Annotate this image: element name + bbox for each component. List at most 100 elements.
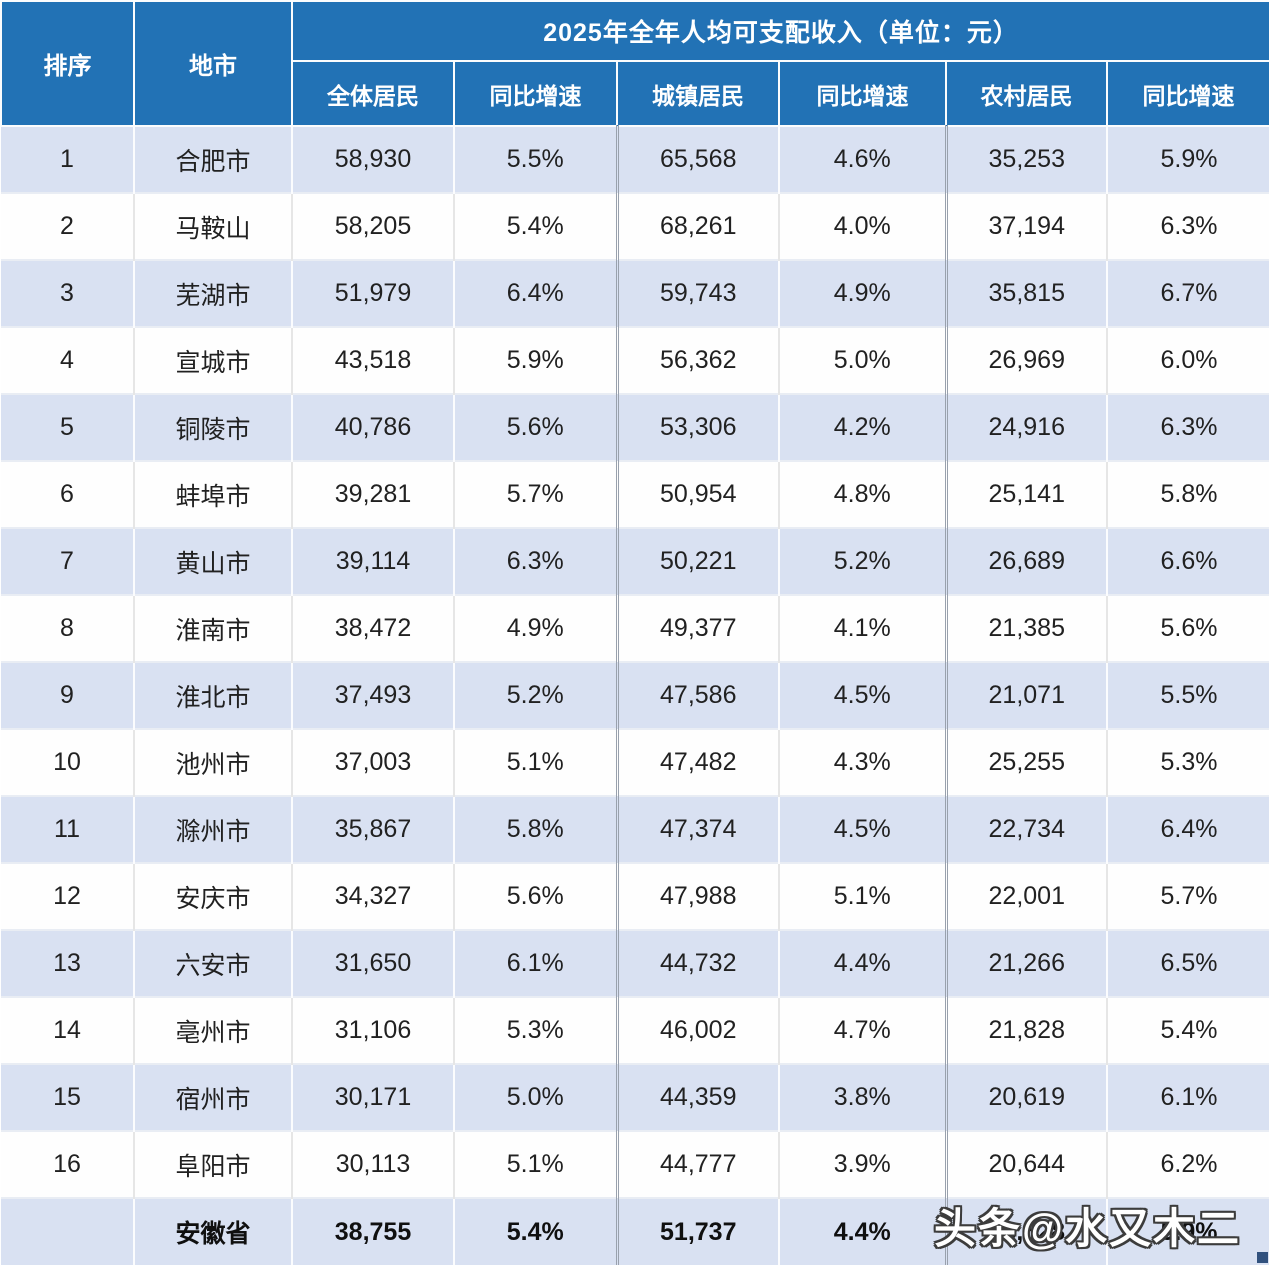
cell-rank: 9	[1, 661, 135, 729]
cell-rural-residents: 37,194	[946, 192, 1108, 260]
cell-urban-residents: 53,306	[617, 393, 780, 461]
cell-rural-residents: 24,916	[946, 393, 1108, 461]
cell-city: 黄山市	[134, 527, 293, 595]
cell-urban-growth: 5.0%	[779, 326, 948, 394]
cell-urban-growth: 4.4%	[779, 1197, 948, 1265]
cell-rural-residents: 21,385	[946, 594, 1108, 662]
selection-handle-icon[interactable]	[1257, 1252, 1268, 1263]
cell-rank	[1, 1197, 135, 1265]
cell-all-growth: 5.5%	[454, 125, 619, 193]
table-row: 14 亳州市 31,106 5.3% 46,002 4.7% 21,828 5.…	[1, 996, 1269, 1064]
cell-urban-growth: 5.1%	[779, 862, 948, 930]
table-row: 5 铜陵市 40,786 5.6% 53,306 4.2% 24,916 6.3…	[1, 393, 1269, 461]
cell-urban-growth: 4.2%	[779, 393, 948, 461]
table-row: 3 芜湖市 51,979 6.4% 59,743 4.9% 35,815 6.7…	[1, 259, 1269, 327]
cell-rank: 7	[1, 527, 135, 595]
cell-urban-growth: 4.5%	[779, 795, 948, 863]
cell-all-growth: 5.7%	[454, 460, 619, 528]
cell-city: 合肥市	[134, 125, 293, 193]
cell-all-growth: 6.3%	[454, 527, 619, 595]
cell-all-residents: 35,867	[292, 795, 455, 863]
cell-rank: 4	[1, 326, 135, 394]
cell-all-growth: 5.4%	[454, 192, 619, 260]
cell-all-growth: 5.0%	[454, 1063, 619, 1131]
cell-all-growth: 5.4%	[454, 1197, 619, 1265]
cell-all-residents: 39,114	[292, 527, 455, 595]
cell-city: 安庆市	[134, 862, 293, 930]
cell-all-growth: 5.6%	[454, 393, 619, 461]
cell-all-growth: 6.1%	[454, 929, 619, 997]
cell-urban-growth: 4.8%	[779, 460, 948, 528]
cell-urban-residents: 56,362	[617, 326, 780, 394]
cell-all-residents: 39,281	[292, 460, 455, 528]
cell-rural-residents: 21,071	[946, 661, 1108, 729]
cell-rural-growth: 6.5%	[1107, 929, 1269, 997]
cell-city: 淮南市	[134, 594, 293, 662]
cell-rank: 11	[1, 795, 135, 863]
cell-city: 滁州市	[134, 795, 293, 863]
cell-rank: 13	[1, 929, 135, 997]
cell-urban-growth: 4.7%	[779, 996, 948, 1064]
cell-all-residents: 30,113	[292, 1130, 455, 1198]
cell-urban-residents: 51,737	[617, 1197, 780, 1265]
cell-rural-growth: 6.7%	[1107, 259, 1269, 327]
table-row: 2 马鞍山 58,205 5.4% 68,261 4.0% 37,194 6.3…	[1, 192, 1269, 260]
cell-rural-residents: 20,619	[946, 1063, 1108, 1131]
cell-rank: 12	[1, 862, 135, 930]
cell-urban-residents: 47,482	[617, 728, 780, 796]
cell-all-residents: 51,979	[292, 259, 455, 327]
cell-rural-growth: 5.4%	[1107, 996, 1269, 1064]
cell-rural-residents: 23,628	[946, 1197, 1108, 1265]
cell-city: 阜阳市	[134, 1130, 293, 1198]
cell-urban-residents: 50,221	[617, 527, 780, 595]
cell-rural-residents: 21,266	[946, 929, 1108, 997]
header-city: 地市	[133, 0, 293, 127]
cell-urban-residents: 68,261	[617, 192, 780, 260]
cell-rank: 2	[1, 192, 135, 260]
cell-rural-residents: 26,689	[946, 527, 1108, 595]
table-row: 1 合肥市 58,930 5.5% 65,568 4.6% 35,253 5.9…	[1, 125, 1269, 193]
cell-all-growth: 5.6%	[454, 862, 619, 930]
cell-all-growth: 5.1%	[454, 728, 619, 796]
cell-urban-residents: 47,374	[617, 795, 780, 863]
table-row: 7 黄山市 39,114 6.3% 50,221 5.2% 26,689 6.6…	[1, 527, 1269, 595]
table-body: 1 合肥市 58,930 5.5% 65,568 4.6% 35,253 5.9…	[1, 125, 1269, 1265]
cell-all-growth: 5.2%	[454, 661, 619, 729]
cell-urban-growth: 3.9%	[779, 1130, 948, 1198]
table-row: 4 宣城市 43,518 5.9% 56,362 5.0% 26,969 6.0…	[1, 326, 1269, 394]
header-rank: 排序	[0, 0, 135, 127]
cell-urban-residents: 65,568	[617, 125, 780, 193]
cell-rural-residents: 35,815	[946, 259, 1108, 327]
cell-urban-growth: 4.4%	[779, 929, 948, 997]
header-group-title: 2025年全年人均可支配收入（单位：元）	[290, 0, 1269, 62]
cell-rank: 16	[1, 1130, 135, 1198]
cell-rank: 15	[1, 1063, 135, 1131]
cell-urban-residents: 47,988	[617, 862, 780, 930]
cell-rank: 10	[1, 728, 135, 796]
cell-urban-residents: 47,586	[617, 661, 780, 729]
cell-all-residents: 34,327	[292, 862, 455, 930]
header-rural-growth: 同比增速	[1105, 60, 1269, 127]
table-row: 12 安庆市 34,327 5.6% 47,988 5.1% 22,001 5.…	[1, 862, 1269, 930]
cell-rank: 14	[1, 996, 135, 1064]
cell-all-growth: 6.4%	[454, 259, 619, 327]
cell-all-residents: 30,171	[292, 1063, 455, 1131]
cell-all-residents: 31,650	[292, 929, 455, 997]
header-all-growth: 同比增速	[453, 60, 618, 127]
cell-rural-residents: 25,141	[946, 460, 1108, 528]
table-row: 10 池州市 37,003 5.1% 47,482 4.3% 25,255 5.…	[1, 728, 1269, 796]
cell-rural-growth: 5.7%	[1107, 862, 1269, 930]
cell-rural-growth: 5.5%	[1107, 661, 1269, 729]
cell-rural-growth: 5.6%	[1107, 594, 1269, 662]
cell-rural-growth: 5.3%	[1107, 728, 1269, 796]
cell-urban-residents: 50,954	[617, 460, 780, 528]
cell-rural-growth: 6.6%	[1107, 527, 1269, 595]
cell-city: 安徽省	[134, 1197, 293, 1265]
table-row: 9 淮北市 37,493 5.2% 47,586 4.5% 21,071 5.5…	[1, 661, 1269, 729]
cell-city: 宣城市	[134, 326, 293, 394]
cell-rank: 3	[1, 259, 135, 327]
cell-urban-residents: 46,002	[617, 996, 780, 1064]
cell-all-residents: 38,472	[292, 594, 455, 662]
header-rural-residents: 农村居民	[945, 60, 1108, 127]
